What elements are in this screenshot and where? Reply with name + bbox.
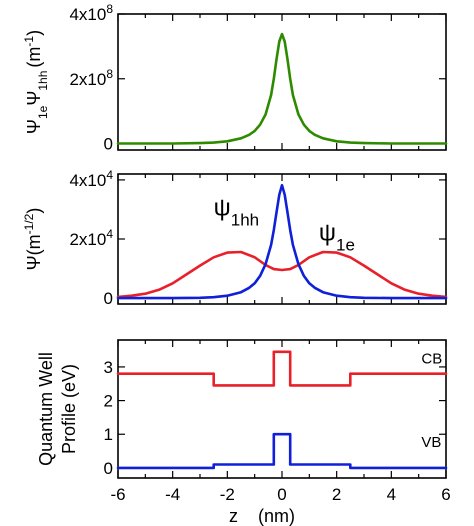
panel-bottom-frame <box>117 339 447 479</box>
x-axis-label: z (nm) <box>229 506 295 526</box>
panel-bottom-ticks: 0 1 2 3 -6 -4 -2 0 2 4 6 <box>104 340 451 504</box>
panel-middle-wavefunctions: 0 2x104 4x104 Ψ(m-1/2) ψ1hh ψ1e <box>22 168 448 308</box>
panel-top-ytick-label: 2x108 <box>69 67 113 89</box>
panel-bottom-ylabel-line2: Profile (eV) <box>59 364 79 454</box>
panel-bottom-series <box>116 350 448 470</box>
panel-bottom-quantum-well-profile: 0 1 2 3 -6 -4 -2 0 2 4 6 Quantum Well Profile (eV)… <box>36 339 451 526</box>
panel-bottom-ytick-label: 0 <box>104 459 113 478</box>
panel-top-ytick-label: 0 <box>104 135 113 154</box>
panel-top-ytick-label: 4x108 <box>69 2 113 24</box>
label-psi-1hh: ψ1hh <box>214 194 259 229</box>
panel-middle-ylabel: Ψ(m-1/2) <box>22 208 44 271</box>
panel-middle-series <box>116 183 448 300</box>
panel-bottom-series-1 <box>116 432 448 470</box>
panel-middle-ytick-label: 0 <box>104 289 113 308</box>
panel-middle-ytick-label: 4x104 <box>69 168 113 190</box>
panel-middle-ytick-label: 2x104 <box>69 227 113 249</box>
panel-bottom-ytick-label: 2 <box>104 392 113 411</box>
panel-top-wavefunction-product: 0 2x108 4x108 Ψ1eΨ1hh(m-1) <box>22 2 448 154</box>
xtick-label: -6 <box>110 485 125 504</box>
panel-top-ticks: 0 2x108 4x108 <box>69 2 447 154</box>
xtick-label: -2 <box>220 485 235 504</box>
panel-bottom-ytick-label: 1 <box>104 425 113 444</box>
panel-top-series-0 <box>116 32 448 145</box>
panel-bottom-series-0 <box>116 350 448 387</box>
xtick-label: -4 <box>165 485 180 504</box>
xtick-label: 2 <box>332 485 341 504</box>
panel-top-ylabel: Ψ1eΨ1hh(m-1) <box>22 30 50 134</box>
label-cb: CB <box>421 351 442 368</box>
panel-middle-ticks: 0 2x104 4x104 <box>69 168 447 308</box>
panel-middle-series-0 <box>116 250 448 299</box>
label-vb: VB <box>421 434 441 451</box>
xtick-label: 6 <box>441 485 450 504</box>
panel-bottom-ytick-label: 3 <box>104 358 113 377</box>
panel-top-series <box>116 32 448 145</box>
xtick-label: 4 <box>387 485 396 504</box>
panel-bottom-ylabel-line1: Quantum Well <box>36 352 56 466</box>
panel-middle-series-1 <box>116 183 448 300</box>
label-psi-1e: ψ1e <box>319 219 355 254</box>
xtick-label: 0 <box>277 485 286 504</box>
